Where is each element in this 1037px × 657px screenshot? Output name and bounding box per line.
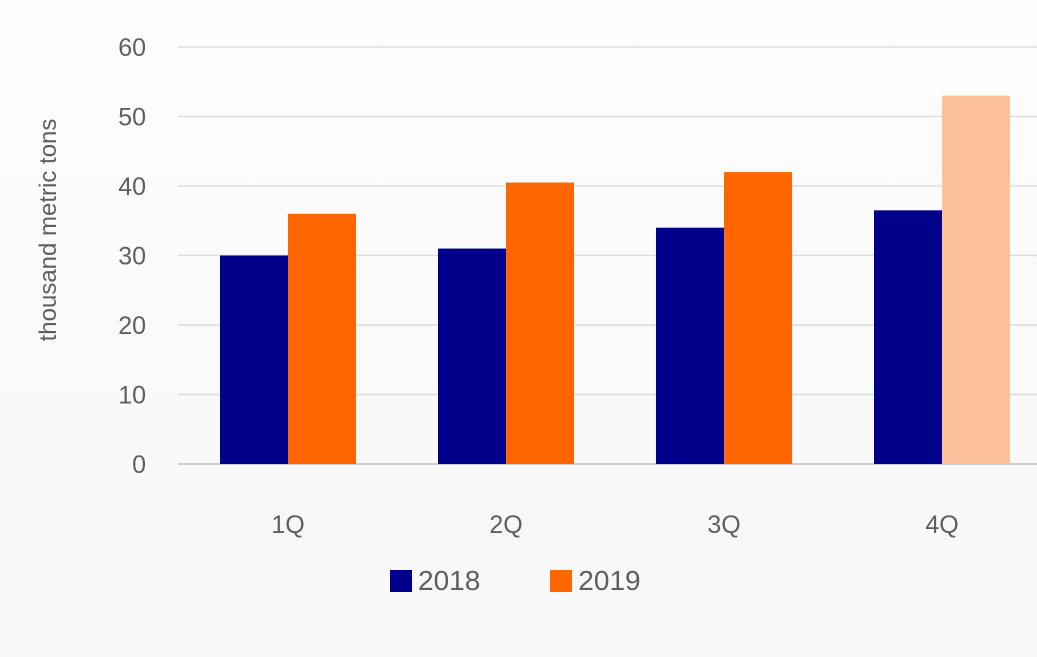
bar-2019-1Q (288, 213, 356, 464)
legend-item-2018: 2018 (390, 565, 480, 597)
legend-swatch-2018 (390, 570, 412, 592)
y-axis-title: thousand metric tons (35, 119, 62, 342)
y-tick-label: 60 (118, 34, 146, 62)
bar-2018-2Q (438, 248, 506, 464)
y-tick-label: 50 (118, 104, 146, 132)
bar-2018-3Q (656, 227, 724, 464)
bar-2018-4Q (874, 210, 942, 464)
bar-2019-2Q (506, 182, 574, 464)
x-tick-label: 3Q (707, 511, 740, 539)
x-tick-label: 2Q (489, 511, 522, 539)
legend-label-2019: 2019 (578, 565, 641, 596)
bar-2019-4Q (942, 95, 1010, 465)
y-tick-label: 30 (118, 243, 146, 271)
legend-swatch-2019 (550, 570, 573, 592)
y-tick-label: 20 (118, 312, 146, 340)
y-tick-label: 10 (118, 382, 146, 410)
legend-item-2019: 2019 (550, 565, 641, 597)
legend-label-2018: 2018 (418, 565, 481, 596)
y-axis-ticks: 0 10 20 30 40 50 60 (118, 34, 146, 479)
bars (220, 95, 1010, 465)
x-tick-label: 1Q (271, 511, 304, 539)
bar-2019-3Q (724, 172, 792, 464)
y-tick-label: 40 (118, 173, 146, 201)
bar-2018-1Q (220, 255, 288, 464)
y-tick-label: 0 (132, 451, 146, 479)
x-axis-ticks: 1Q 2Q 3Q 4Q (271, 511, 958, 539)
legend: 2018 2019 (390, 565, 641, 597)
x-tick-label: 4Q (925, 511, 958, 539)
